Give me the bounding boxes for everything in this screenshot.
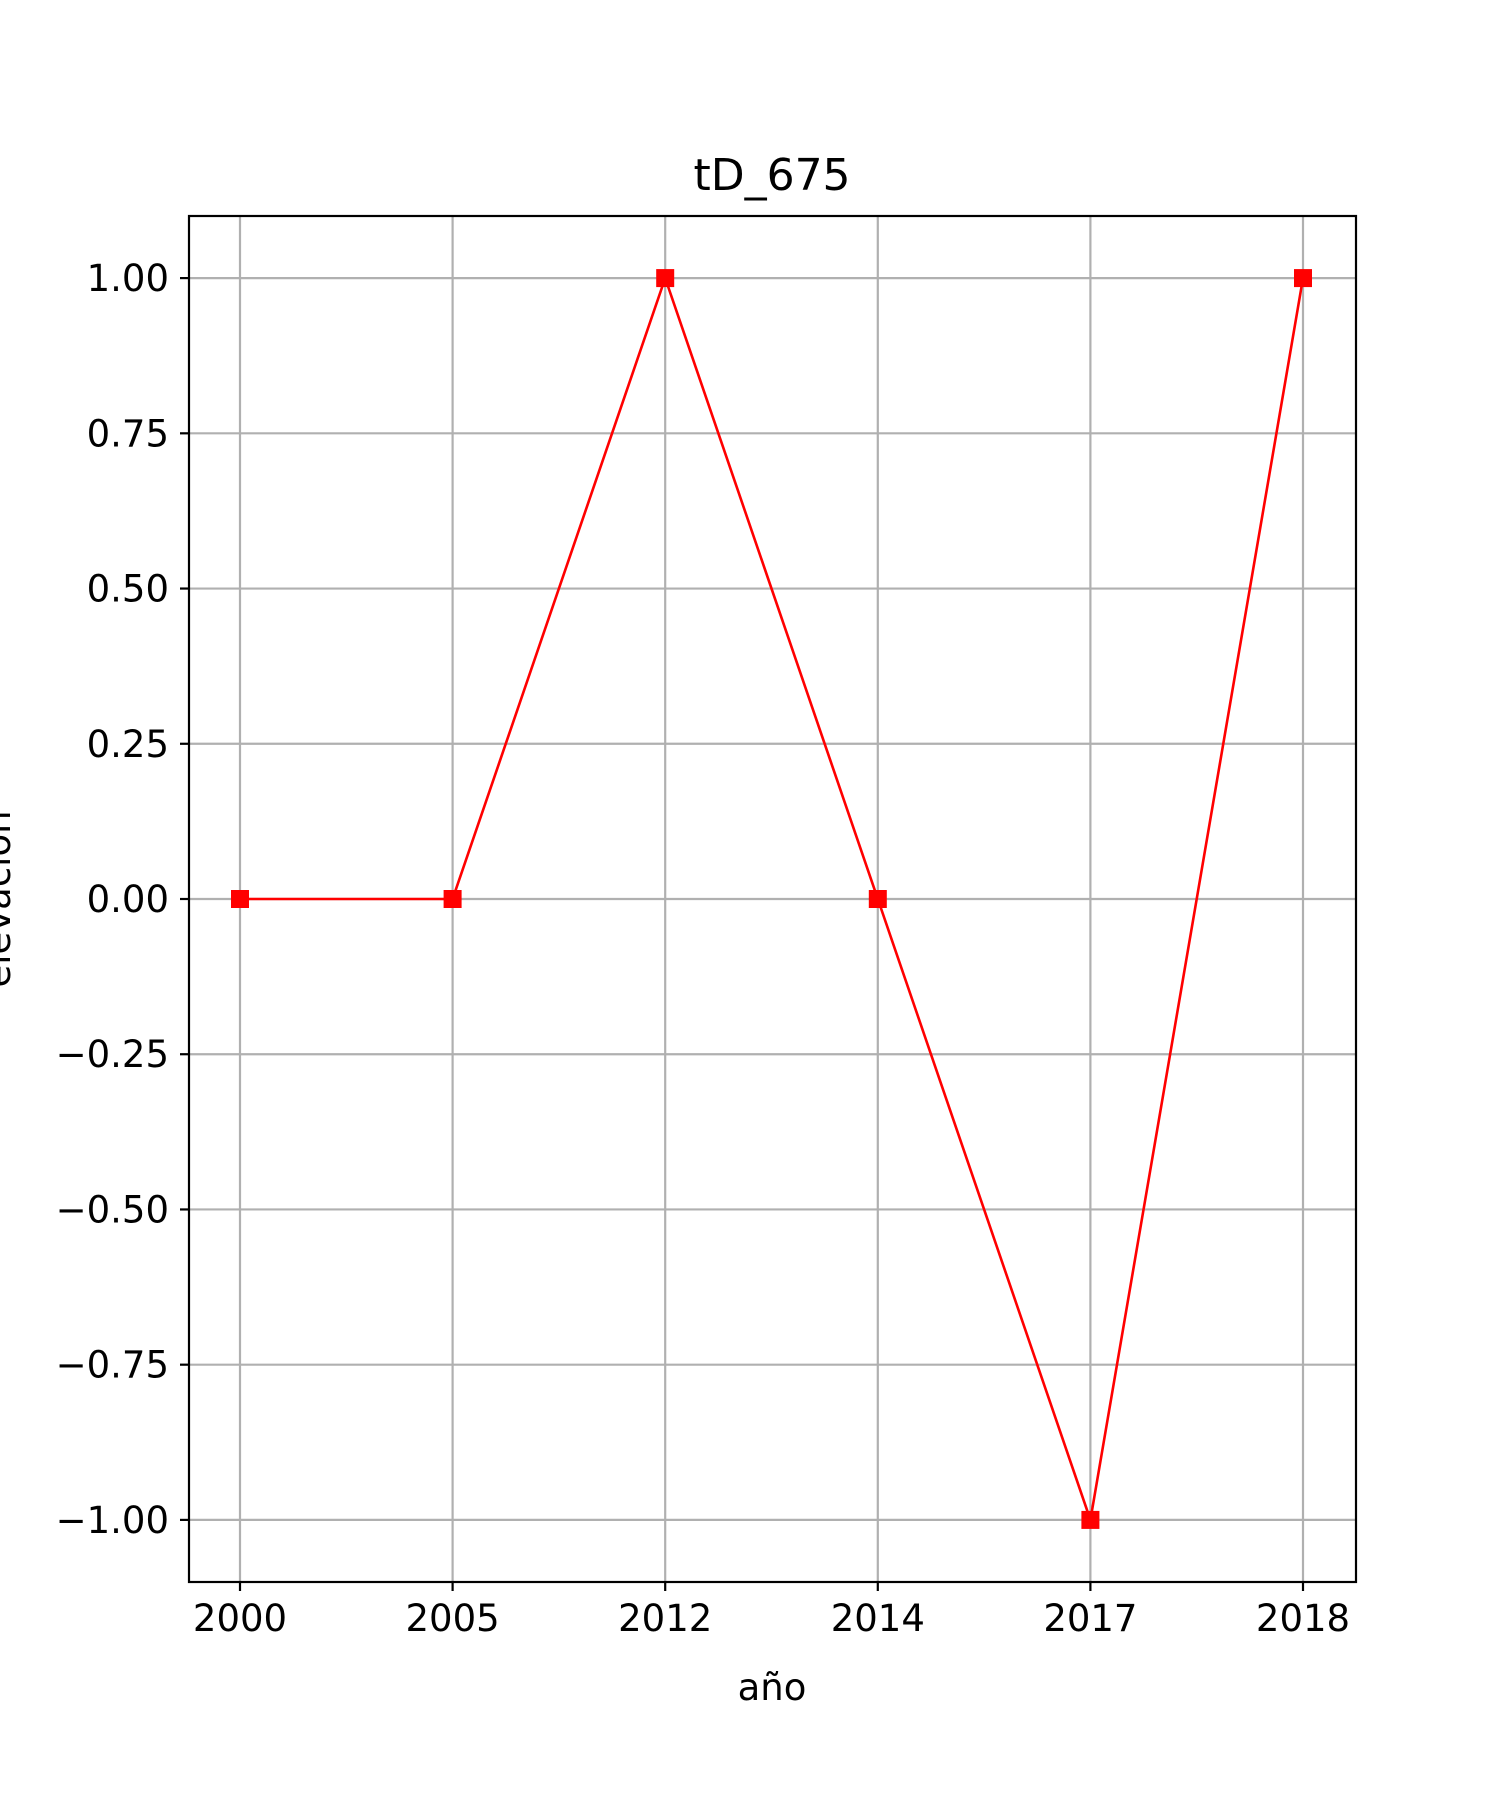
x-tick-label: 2018 bbox=[1256, 1597, 1350, 1640]
data-point-marker bbox=[868, 890, 887, 908]
y-tick-label: 0.50 bbox=[87, 568, 169, 611]
x-tick-label: 2005 bbox=[406, 1597, 500, 1640]
data-series bbox=[231, 269, 1312, 1529]
axis-ticks: 2000 2005 2012 2014 2017 2018 1.00 0.75 0.50 0.25… bbox=[56, 257, 1350, 1640]
x-tick-label: 2017 bbox=[1043, 1597, 1137, 1640]
x-tick-label: 2000 bbox=[193, 1597, 287, 1640]
y-tick-label: −1.00 bbox=[56, 1499, 169, 1542]
x-tick-label: 2014 bbox=[831, 1597, 925, 1640]
y-axis-title: elevación bbox=[0, 810, 19, 987]
y-tick-label: 1.00 bbox=[87, 257, 169, 300]
y-tick-label: 0.25 bbox=[87, 723, 169, 766]
y-tick-label: 0.00 bbox=[87, 878, 169, 921]
y-tick-label: −0.50 bbox=[56, 1188, 169, 1231]
series-line bbox=[240, 274, 1305, 1521]
y-tick-label: −0.25 bbox=[56, 1033, 169, 1076]
data-point-marker bbox=[1294, 269, 1312, 288]
y-tick-label: 0.75 bbox=[87, 412, 169, 455]
x-tick-label: 2012 bbox=[618, 1597, 712, 1640]
chart-title: tD_675 bbox=[693, 150, 850, 201]
x-axis-title: año bbox=[738, 1666, 807, 1709]
data-point-marker bbox=[231, 890, 249, 908]
data-point-marker bbox=[656, 269, 675, 288]
data-point-marker bbox=[443, 890, 462, 908]
y-tick-label: −0.75 bbox=[56, 1344, 169, 1387]
data-point-marker bbox=[1081, 1510, 1100, 1529]
